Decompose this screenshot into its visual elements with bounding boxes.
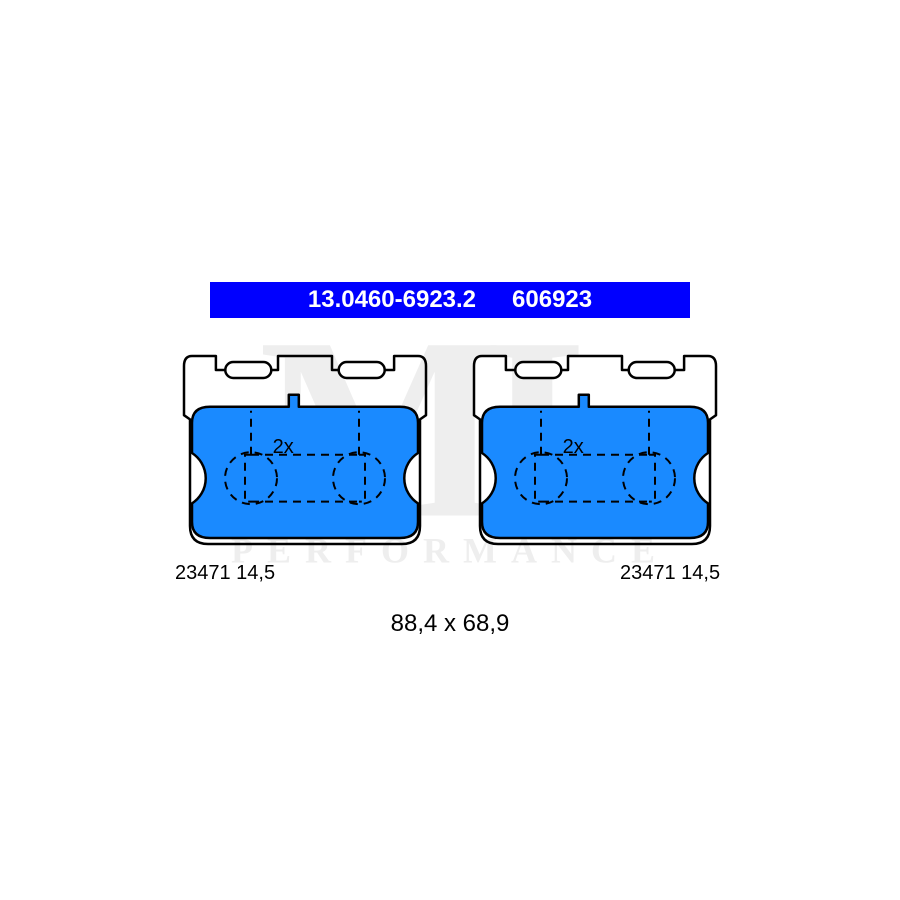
brake-pad-right: 2x: [460, 348, 730, 558]
part-number: 13.0460-6923.2: [308, 286, 476, 314]
quantity-label: 2x: [273, 436, 294, 458]
dimensions-label: 88,4 x 68,9: [391, 610, 510, 638]
quantity-label: 2x: [563, 436, 584, 458]
code-label-right: 23471 14,5: [620, 562, 720, 585]
header-bar: 13.0460-6923.2 606923: [210, 282, 690, 318]
brake-pad-left: 2x: [170, 348, 440, 558]
code-label-left: 23471 14,5: [175, 562, 275, 585]
canvas: ML PERFORMANCE 13.0460-6923.2 606923 2x …: [0, 0, 900, 900]
ref-number: 606923: [512, 286, 592, 314]
